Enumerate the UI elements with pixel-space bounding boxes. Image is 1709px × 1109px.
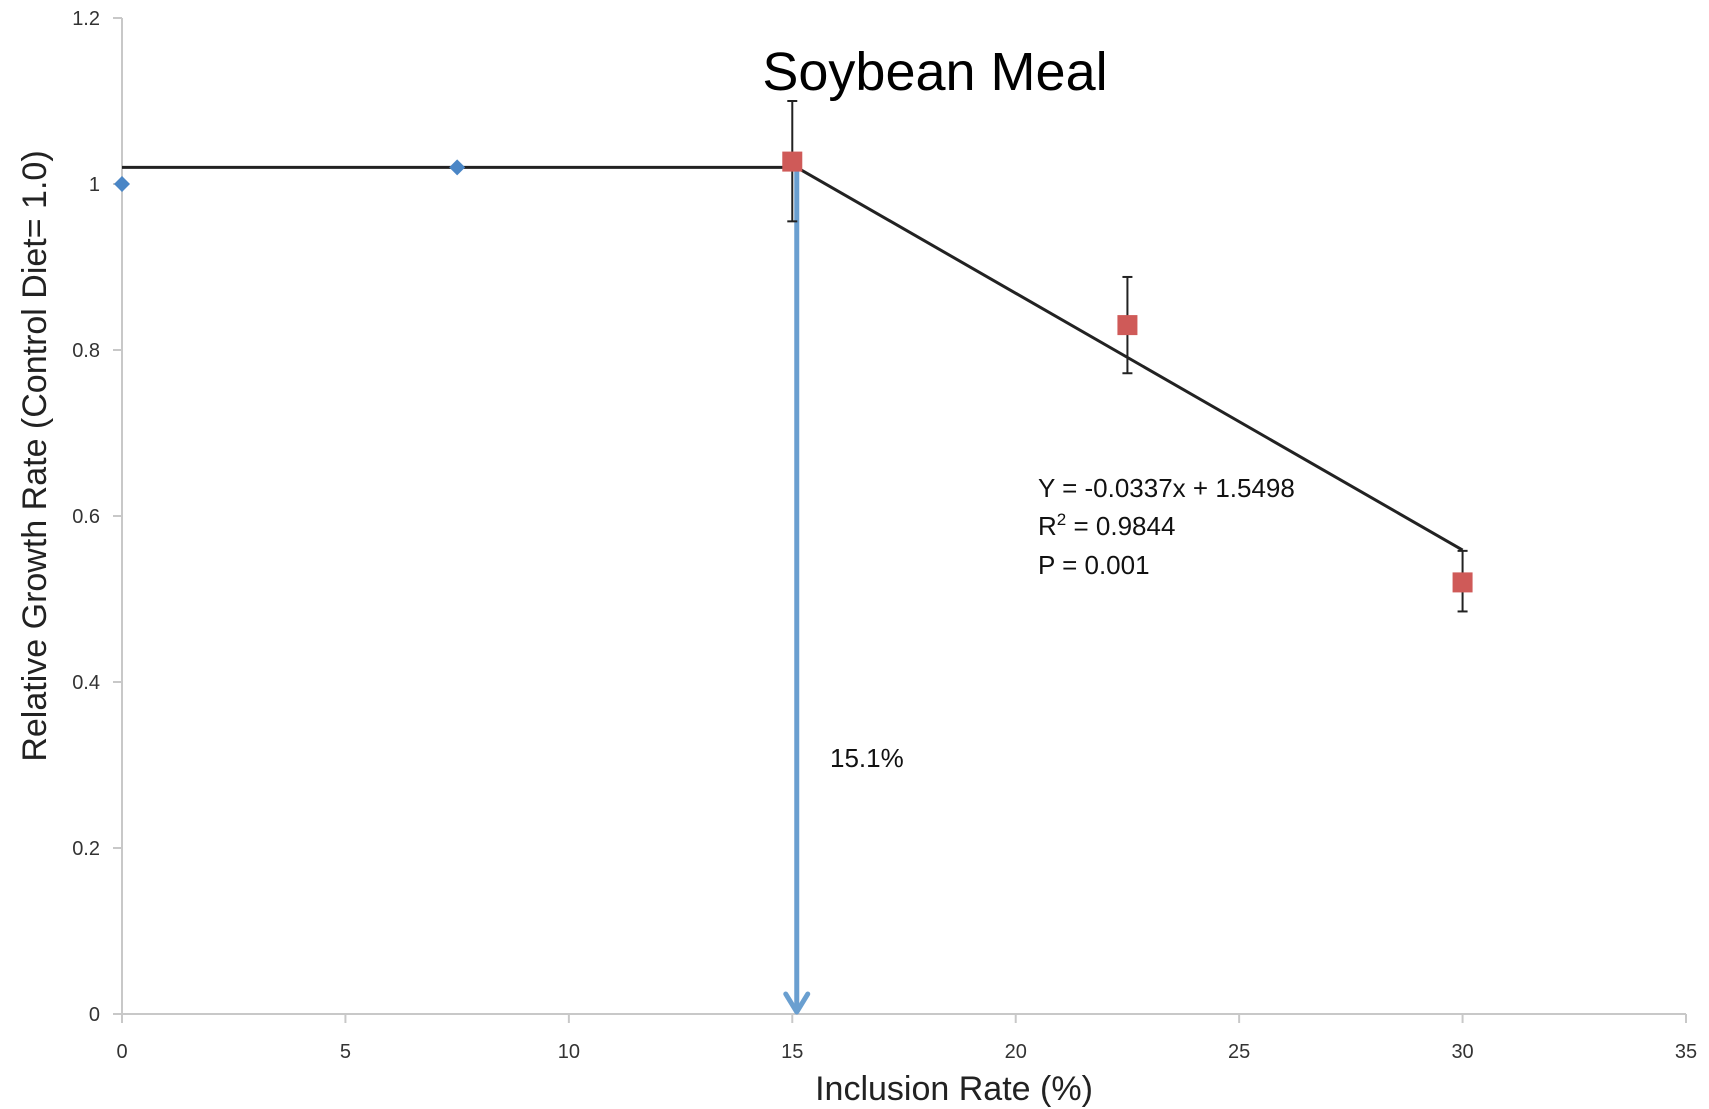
y-axis-label: Relative Growth Rate (Control Diet= 1.0)	[16, 150, 54, 761]
x-axis-label: Inclusion Rate (%)	[815, 1070, 1093, 1108]
x-tick-label: 5	[340, 1041, 351, 1063]
square-marker	[1117, 315, 1138, 336]
square-marker	[782, 151, 803, 172]
breakpoint-arrow	[783, 167, 811, 1015]
x-tick-label: 20	[1005, 1041, 1027, 1063]
breakpoint-label: 15.1%	[830, 743, 904, 773]
x-tick-label: 35	[1675, 1041, 1697, 1063]
square-marker	[1452, 572, 1473, 593]
y-tick-label: 0.8	[72, 340, 100, 362]
r-squared-prefix: R	[1038, 511, 1057, 541]
r-squared-label: R2 = 0.9844	[1038, 510, 1175, 541]
y-ticks: 0 0.2 0.4 0.6 0.8 1 1.2	[72, 8, 122, 1026]
p-value-label: P = 0.001	[1038, 550, 1150, 580]
x-tick-label: 15	[781, 1041, 803, 1063]
y-tick-label: 1.2	[72, 8, 100, 30]
x-tick-label: 10	[558, 1041, 580, 1063]
y-tick-label: 0	[89, 1004, 100, 1026]
fit-line-2	[796, 166, 1464, 552]
y-tick-label: 0.2	[72, 838, 100, 860]
equation-label: Y = -0.0337x + 1.5498	[1038, 473, 1295, 503]
diamond-marker	[449, 159, 466, 176]
diamond-marker	[114, 176, 130, 192]
x-ticks: 0 5 10 15 20 25 30 35	[116, 1014, 1697, 1063]
x-tick-label: 0	[116, 1041, 127, 1063]
r-squared-superscript: 2	[1057, 510, 1066, 529]
y-tick-label: 0.4	[72, 672, 100, 694]
x-tick-label: 30	[1451, 1041, 1473, 1063]
y-tick-label: 0.6	[72, 506, 100, 528]
x-tick-label: 25	[1228, 1041, 1250, 1063]
y-tick-label: 1	[89, 174, 100, 196]
chart-title: Soybean Meal	[762, 42, 1107, 102]
data-markers	[114, 151, 1473, 593]
breakpoint-arrowhead	[783, 991, 811, 1015]
r-squared-value: = 0.9844	[1066, 511, 1175, 541]
